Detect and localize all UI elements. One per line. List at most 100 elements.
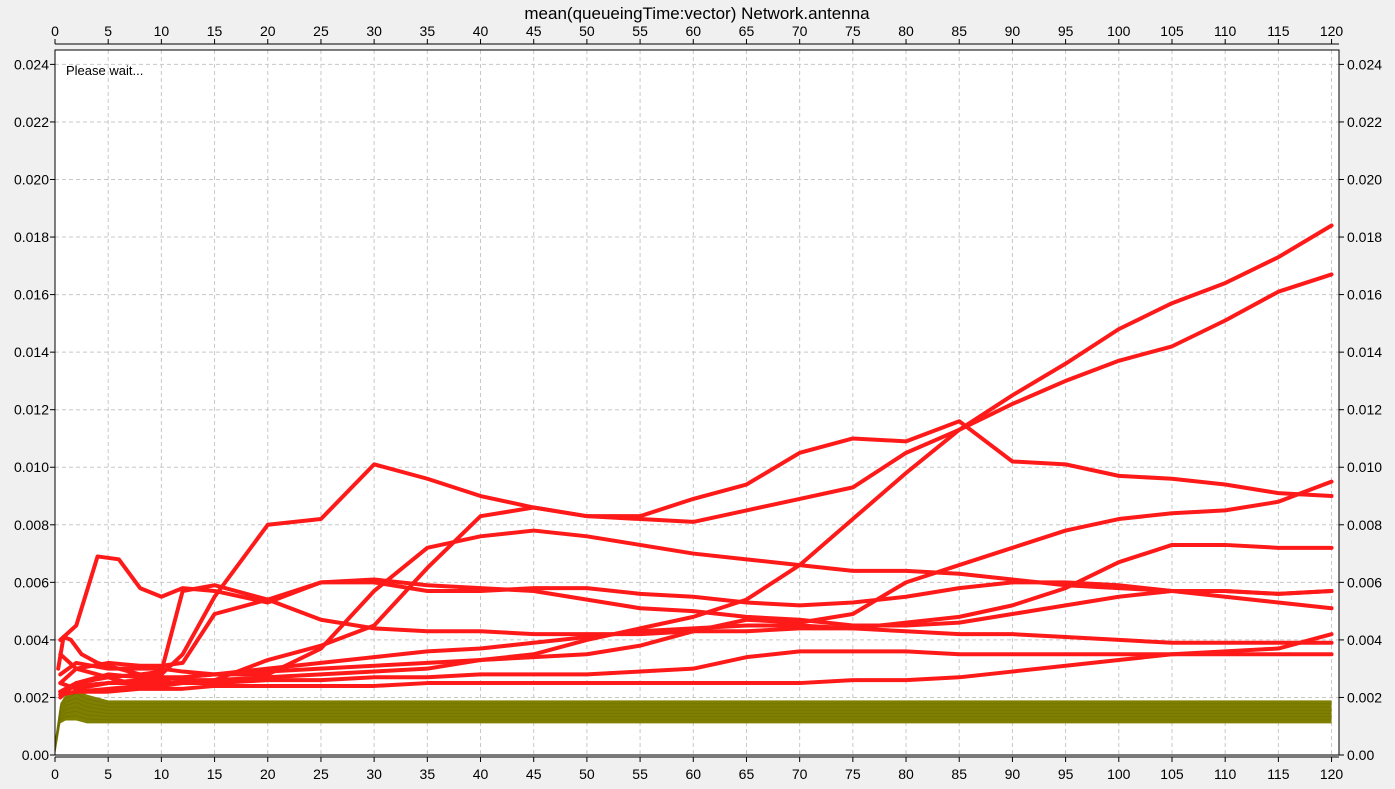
x-tick-label-top: 60 xyxy=(685,23,701,39)
x-tick-label-bottom: 45 xyxy=(526,766,542,782)
x-tick-label-top: 25 xyxy=(313,23,329,39)
x-tick-label-top: 45 xyxy=(526,23,542,39)
x-tick-label-bottom: 15 xyxy=(207,766,223,782)
x-tick-label-bottom: 35 xyxy=(420,766,436,782)
status-text: Please wait... xyxy=(66,63,143,78)
x-tick-label-bottom: 10 xyxy=(154,766,170,782)
y-tick-label-left: 0.006 xyxy=(14,574,49,590)
plot-area[interactable] xyxy=(55,50,1339,755)
y-tick-label-left: 0.016 xyxy=(14,287,49,303)
x-tick-label-bottom: 40 xyxy=(473,766,489,782)
x-tick-label-bottom: 5 xyxy=(104,766,112,782)
y-tick-label-right: 0.012 xyxy=(1347,402,1382,418)
x-tick-label-top: 110 xyxy=(1214,23,1237,39)
y-tick-label-left: 0.004 xyxy=(14,632,49,648)
y-tick-label-left: 0.022 xyxy=(14,114,49,130)
olive-series-line xyxy=(54,697,1332,745)
x-tick-label-top: 70 xyxy=(792,23,808,39)
series-line-5[interactable] xyxy=(58,577,1334,686)
x-tick-label-top: 30 xyxy=(366,23,382,39)
olive-series-band[interactable] xyxy=(55,688,1332,755)
x-tick-label-bottom: 100 xyxy=(1107,766,1131,782)
x-tick-label-bottom: 115 xyxy=(1267,766,1290,782)
x-tick-label-top: 105 xyxy=(1160,23,1184,39)
x-tick-label-bottom: 120 xyxy=(1320,766,1344,782)
y-tick-label-right: 0.010 xyxy=(1347,459,1382,475)
y-tick-label-left: 0.008 xyxy=(14,517,49,533)
y-tick-label-left: 0.010 xyxy=(14,459,49,475)
series-group xyxy=(56,223,1334,700)
olive-series-line xyxy=(54,693,1332,743)
x-tick-label-bottom: 90 xyxy=(1005,766,1021,782)
y-tick-label-right: 0.002 xyxy=(1347,689,1382,705)
olive-series-line xyxy=(54,701,1332,747)
x-tick-label-top: 20 xyxy=(260,23,276,39)
x-tick-label-bottom: 50 xyxy=(579,766,595,782)
plot-frame xyxy=(54,49,1340,756)
x-tick-label-top: 115 xyxy=(1267,23,1290,39)
x-tick-label-top: 55 xyxy=(632,23,648,39)
x-tick-label-top: 0 xyxy=(51,23,59,39)
x-tick-label-top: 100 xyxy=(1107,23,1131,39)
x-tick-label-bottom: 105 xyxy=(1160,766,1184,782)
olive-series-line xyxy=(54,710,1332,751)
x-tick-label-bottom: 70 xyxy=(792,766,808,782)
y-tick-label-right: 0.020 xyxy=(1347,171,1382,187)
x-tick-label-bottom: 55 xyxy=(632,766,648,782)
y-tick-label-right: 0.014 xyxy=(1347,344,1382,360)
x-tick-label-bottom: 25 xyxy=(313,766,329,782)
x-tick-label-top: 65 xyxy=(739,23,755,39)
olive-bands xyxy=(54,688,1332,755)
x-tick-label-top: 50 xyxy=(579,23,595,39)
x-tick-label-top: 80 xyxy=(898,23,914,39)
olive-series-line xyxy=(54,715,1332,753)
x-tick-label-top: 15 xyxy=(207,23,223,39)
y-tick-label-left: 0.024 xyxy=(14,56,49,72)
y-tick-label-left: 0.020 xyxy=(14,171,49,187)
x-tick-label-bottom: 65 xyxy=(739,766,755,782)
x-tick-label-top: 90 xyxy=(1005,23,1021,39)
x-tick-label-bottom: 60 xyxy=(685,766,701,782)
y-tick-label-right: 0.018 xyxy=(1347,229,1382,245)
x-tick-label-bottom: 80 xyxy=(898,766,914,782)
x-tick-label-top: 120 xyxy=(1320,23,1344,39)
x-tick-label-bottom: 85 xyxy=(951,766,967,782)
x-tick-label-top: 10 xyxy=(154,23,170,39)
y-tick-label-left: 0.00 xyxy=(22,747,49,763)
y-tick-label-right: 0.024 xyxy=(1347,56,1382,72)
y-tick-label-right: 0.016 xyxy=(1347,287,1382,303)
series-line-11[interactable] xyxy=(58,632,1334,697)
x-tick-label-bottom: 20 xyxy=(260,766,276,782)
x-tick-label-top: 85 xyxy=(951,23,967,39)
y-tick-label-right: 0.008 xyxy=(1347,517,1382,533)
x-tick-label-top: 35 xyxy=(420,23,436,39)
series-line-10[interactable] xyxy=(58,649,1334,697)
x-tick-label-bottom: 95 xyxy=(1058,766,1074,782)
y-tick-label-left: 0.002 xyxy=(14,689,49,705)
grid xyxy=(55,50,1339,755)
olive-series-line xyxy=(54,706,1332,749)
x-tick-label-top: 95 xyxy=(1058,23,1074,39)
x-tick-label-top: 75 xyxy=(845,23,861,39)
x-tick-label-bottom: 110 xyxy=(1214,766,1237,782)
series-line-9[interactable] xyxy=(58,479,1334,694)
series-line-12[interactable] xyxy=(56,635,143,677)
y-tick-label-right: 0.004 xyxy=(1347,632,1382,648)
y-tick-label-left: 0.012 xyxy=(14,402,49,418)
y-tick-label-right: 0.022 xyxy=(1347,114,1382,130)
y-tick-label-right: 0.00 xyxy=(1347,747,1374,763)
chart-title: mean(queueingTime:vector) Network.antenn… xyxy=(524,4,870,23)
x-tick-label-bottom: 75 xyxy=(845,766,861,782)
y-tick-label-left: 0.014 xyxy=(14,344,49,360)
series-line-4[interactable] xyxy=(58,554,1334,642)
axes: 0055101015152020252530303535404045455050… xyxy=(14,23,1382,782)
y-tick-label-right: 0.006 xyxy=(1347,574,1382,590)
x-tick-label-bottom: 30 xyxy=(366,766,382,782)
y-tick-label-left: 0.018 xyxy=(14,229,49,245)
x-tick-label-top: 40 xyxy=(473,23,489,39)
x-tick-label-top: 5 xyxy=(104,23,112,39)
series-line-7[interactable] xyxy=(58,528,1334,677)
x-tick-label-bottom: 0 xyxy=(51,766,59,782)
